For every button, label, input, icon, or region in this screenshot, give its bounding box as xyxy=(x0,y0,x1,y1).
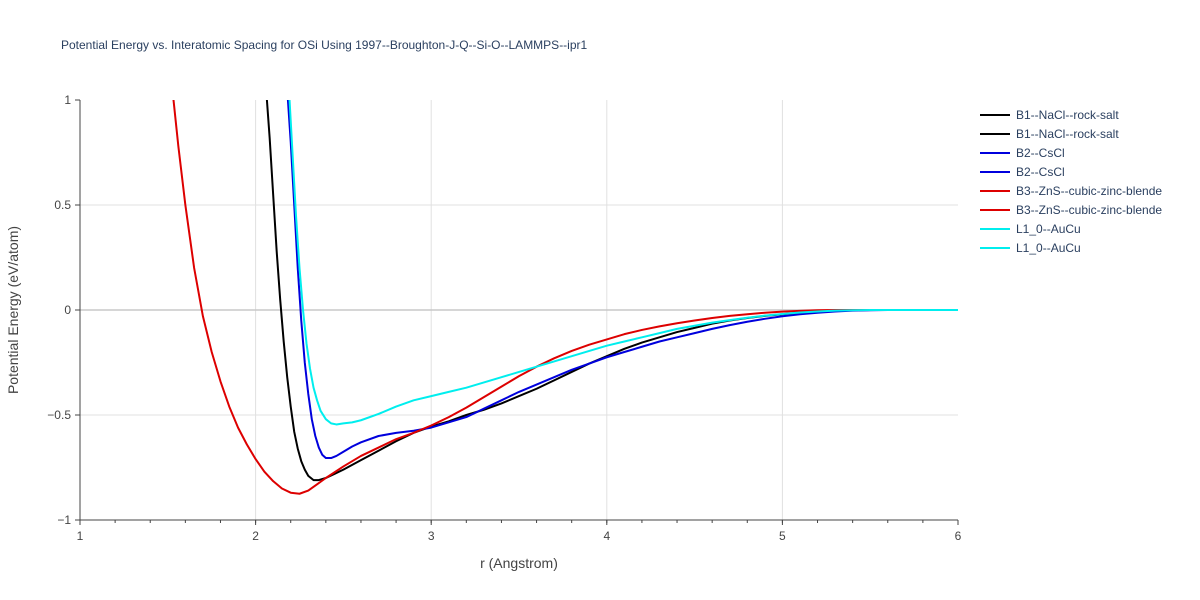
x-tick-label: 4 xyxy=(603,529,610,543)
legend-label: B2--CsCl xyxy=(1016,146,1065,160)
legend-label: B3--ZnS--cubic-zinc-blende xyxy=(1016,184,1162,198)
y-tick-label: 1 xyxy=(64,93,71,107)
x-tick-label: 5 xyxy=(779,529,786,543)
legend[interactable]: B1--NaCl--rock-salt B1--NaCl--rock-salt B2… xyxy=(980,108,1162,255)
x-tick-label: 1 xyxy=(77,529,84,543)
x-tick-label: 2 xyxy=(252,529,259,543)
x-tick-labels: 1 2 3 4 5 6 xyxy=(77,520,962,543)
legend-item[interactable]: B3--ZnS--cubic-zinc-blende xyxy=(980,203,1162,217)
legend-label: L1_0--AuCu xyxy=(1016,222,1081,236)
legend-label: B3--ZnS--cubic-zinc-blende xyxy=(1016,203,1162,217)
y-tick-label: −0.5 xyxy=(47,408,71,422)
legend-item[interactable]: B3--ZnS--cubic-zinc-blende xyxy=(980,184,1162,198)
legend-item[interactable]: L1_0--AuCu xyxy=(980,222,1081,236)
series-line-3[interactable] xyxy=(286,90,958,460)
x-tick-label: 6 xyxy=(955,529,962,543)
chart-title: Potential Energy vs. Interatomic Spacing… xyxy=(61,38,588,52)
legend-label: L1_0--AuCu xyxy=(1016,241,1081,255)
series-line-1[interactable] xyxy=(265,90,958,482)
series-lines[interactable] xyxy=(172,90,958,495)
legend-item[interactable]: L1_0--AuCu xyxy=(980,241,1081,255)
legend-label: B1--NaCl--rock-salt xyxy=(1016,127,1119,141)
y-tick-label: 0.5 xyxy=(54,198,71,212)
legend-item[interactable]: B2--CsCl xyxy=(980,165,1065,179)
gridlines xyxy=(80,100,958,520)
series-line-7[interactable] xyxy=(288,90,958,426)
y-tick-labels: −1 −0.5 0 0.5 1 xyxy=(47,93,80,527)
legend-item[interactable]: B2--CsCl xyxy=(980,146,1065,160)
y-tick-label: −1 xyxy=(57,513,71,527)
series-line-5[interactable] xyxy=(172,96,958,495)
legend-item[interactable]: B1--NaCl--rock-salt xyxy=(980,108,1119,122)
y-tick-label: 0 xyxy=(64,303,71,317)
legend-label: B1--NaCl--rock-salt xyxy=(1016,108,1119,122)
y-axis-title: Potential Energy (eV/atom) xyxy=(5,226,21,394)
legend-item[interactable]: B1--NaCl--rock-salt xyxy=(980,127,1119,141)
legend-label: B2--CsCl xyxy=(1016,165,1065,179)
x-tick-label: 3 xyxy=(428,529,435,543)
x-axis-title: r (Angstrom) xyxy=(480,555,558,571)
